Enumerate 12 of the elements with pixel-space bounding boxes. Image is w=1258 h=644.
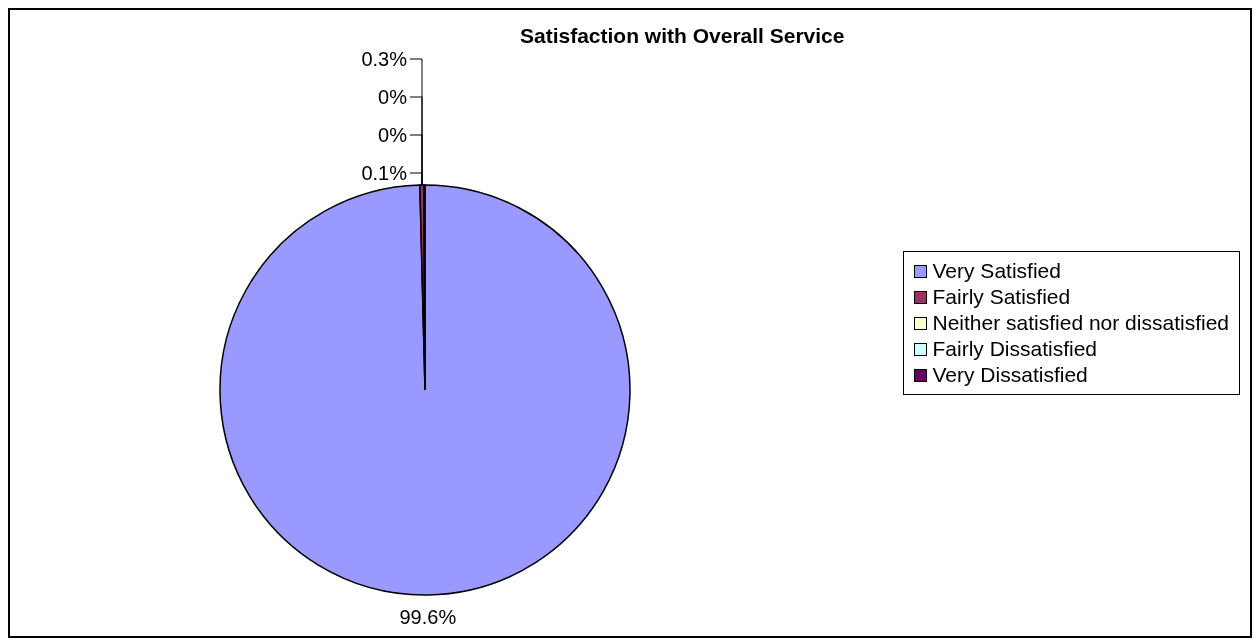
pie-slice	[219, 184, 631, 596]
data-label: 99.6%	[399, 605, 457, 628]
legend-label: Fairly Satisfied	[932, 284, 1071, 310]
legend-label: Very Dissatisfied	[932, 362, 1088, 388]
text: 0%	[378, 86, 407, 108]
legend-label: Neither satisfied nor dissatisfied	[932, 310, 1229, 336]
data-label: 0.3%	[361, 48, 408, 70]
data-label: 0.1%	[361, 162, 408, 184]
legend-label: Very Satisfied	[932, 258, 1061, 284]
text: 0%	[378, 124, 407, 146]
legend-label: Fairly Dissatisfied	[932, 336, 1098, 362]
chart-title: Satisfaction with Overall Service	[520, 24, 845, 48]
